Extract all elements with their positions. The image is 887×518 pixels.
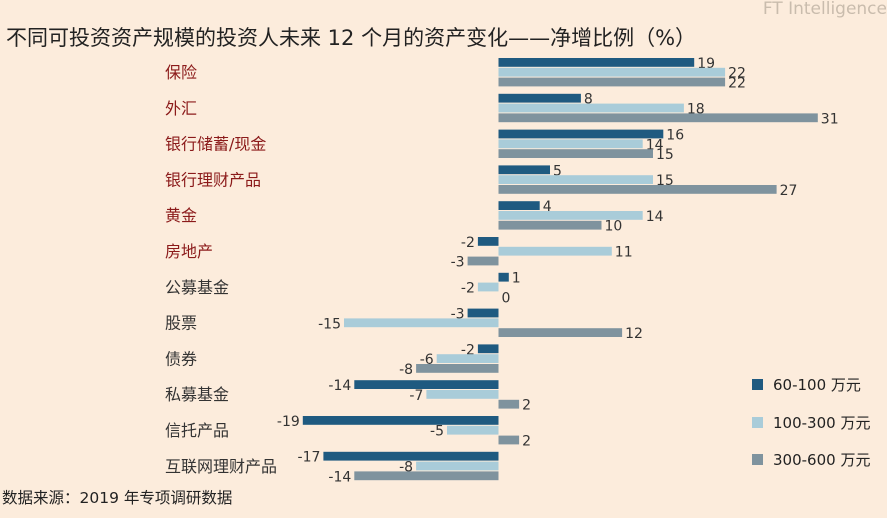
category-label: 私募基金 — [165, 385, 229, 404]
bar — [498, 139, 643, 149]
bar — [498, 328, 623, 337]
bar — [354, 471, 499, 481]
bar — [416, 461, 499, 471]
bar — [477, 344, 499, 354]
bar — [498, 149, 653, 158]
bar — [498, 435, 520, 445]
legend-swatch — [752, 454, 763, 465]
legend-label: 300-600 万元 — [773, 451, 870, 469]
legend-label: 60-100 万元 — [773, 376, 861, 394]
category-label: 债券 — [165, 349, 197, 368]
category-label: 股票 — [165, 314, 197, 333]
data-label: 2 — [522, 398, 531, 414]
data-label: 22 — [728, 66, 746, 82]
bar — [436, 354, 499, 363]
data-label: 10 — [605, 219, 623, 235]
bar — [498, 103, 684, 113]
data-label: 22 — [728, 76, 746, 92]
category-label: 外汇 — [165, 99, 197, 118]
category-label: 互联网理财产品 — [165, 457, 277, 476]
bar — [498, 175, 653, 184]
bar — [426, 390, 499, 399]
bar — [498, 272, 509, 282]
category-label: 黄金 — [165, 206, 197, 225]
bar — [498, 113, 818, 123]
data-label: 14 — [646, 209, 664, 225]
data-label: -7 — [409, 388, 423, 404]
legend: 60-100 万元 100-300 万元 300-600 万元 — [752, 376, 870, 469]
data-label: 12 — [625, 326, 643, 342]
bar — [344, 318, 499, 328]
bar — [498, 77, 726, 87]
category-label: 公募基金 — [165, 278, 229, 297]
data-label: 27 — [780, 183, 798, 199]
data-label: 2 — [522, 434, 531, 450]
bar — [302, 416, 499, 425]
bar — [354, 380, 499, 389]
bar — [498, 211, 643, 220]
bar — [498, 67, 726, 77]
bar — [416, 364, 499, 373]
data-label: -2 — [461, 281, 475, 297]
data-label: -5 — [430, 424, 444, 440]
data-label: -19 — [277, 414, 300, 430]
bar — [477, 282, 499, 292]
legend-swatch — [752, 379, 763, 390]
data-label: 31 — [821, 111, 839, 127]
category-label: 房地产 — [165, 242, 213, 261]
bar — [477, 237, 499, 246]
data-label: 0 — [502, 290, 511, 306]
bar — [498, 165, 550, 175]
bar — [498, 129, 664, 139]
bar — [498, 58, 695, 67]
data-label: -3 — [451, 255, 465, 271]
bar — [498, 185, 777, 194]
legend-label: 100-300 万元 — [773, 414, 870, 432]
data-label: 8 — [584, 92, 593, 108]
bar — [498, 201, 540, 210]
category-label: 保险 — [165, 63, 197, 82]
bar — [323, 451, 499, 461]
bar — [498, 220, 602, 230]
data-label: 16 — [666, 128, 684, 144]
bar — [498, 399, 520, 409]
data-label: -17 — [298, 450, 321, 466]
category-label: 银行储蓄/现金 — [165, 135, 266, 154]
chart-title: 不同可投资资产规模的投资人未来 12 个月的资产变化——净增比例（%） — [6, 26, 696, 50]
data-label: -2 — [461, 235, 475, 251]
legend-swatch — [752, 417, 763, 428]
watermark-text: FT Intelligence — [763, 0, 887, 19]
category-label: 信托产品 — [165, 421, 229, 440]
data-label: 4 — [543, 199, 552, 215]
bar — [498, 246, 612, 256]
category-label: 银行理财产品 — [165, 170, 261, 189]
data-label: -8 — [399, 362, 413, 378]
bar — [498, 93, 581, 103]
data-label: -14 — [328, 469, 351, 485]
data-label: 5 — [553, 163, 562, 179]
data-label: -15 — [318, 316, 341, 332]
bar — [467, 256, 499, 266]
data-label: 15 — [656, 147, 674, 163]
source-note: 数据来源：2019 年专项调研数据 — [2, 489, 232, 507]
bar — [467, 308, 499, 318]
bar — [447, 425, 499, 435]
data-label: 1 — [512, 271, 521, 287]
data-label: 11 — [615, 245, 633, 261]
data-label: -14 — [328, 378, 351, 394]
